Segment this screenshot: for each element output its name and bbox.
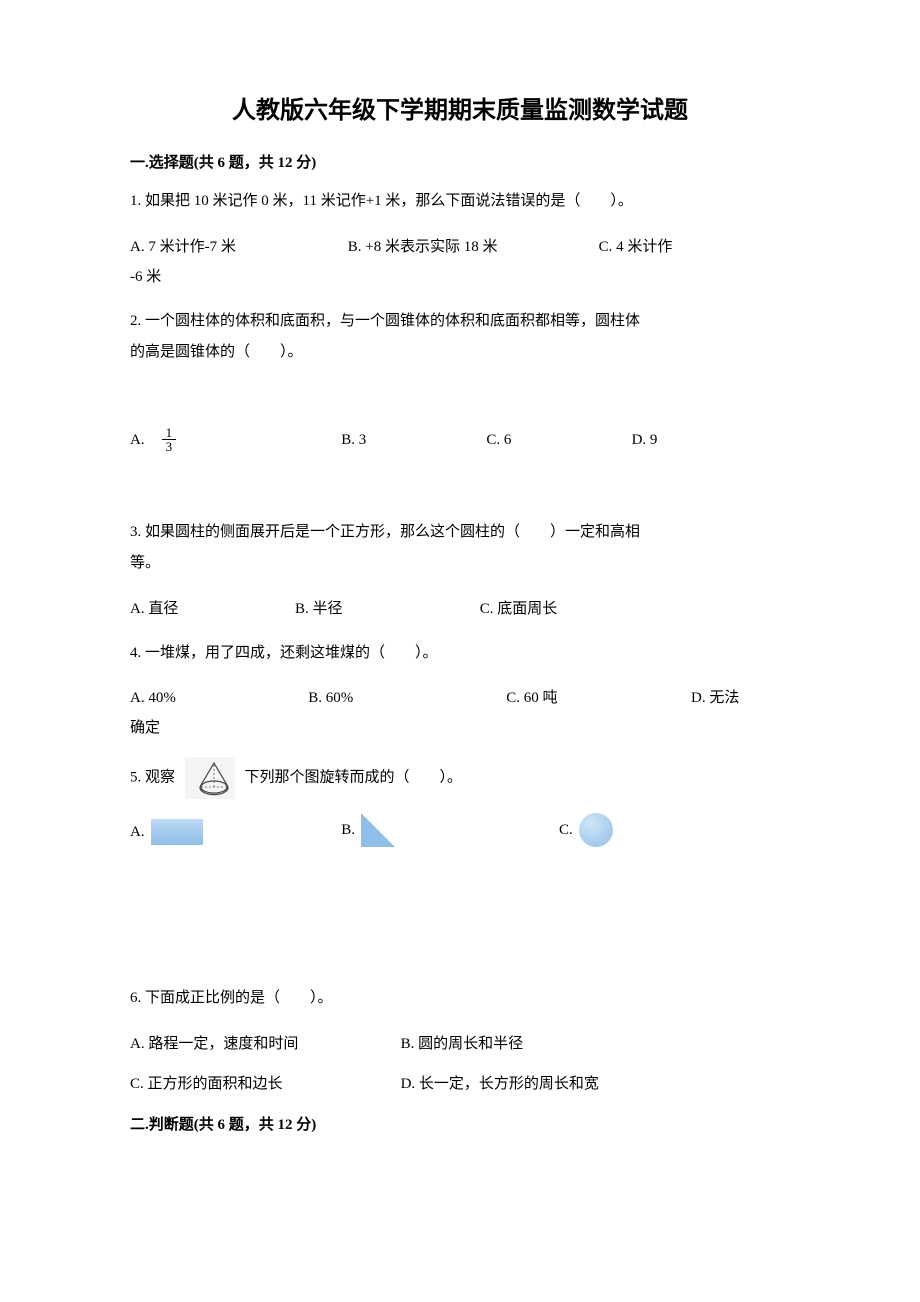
q3-option-b: B. 半径 — [295, 594, 480, 624]
section-2-heading: 二.判断题(共 6 题，共 12 分) — [130, 1113, 790, 1134]
spacer — [130, 383, 790, 419]
q3-option-c: C. 底面周长 — [480, 594, 744, 624]
question-3-line1: 3. 如果圆柱的侧面展开后是一个正方形，那么这个圆柱的（ ）一定和高相 — [130, 517, 790, 549]
question-2-options: A. 1 3 B. 3 C. 6 D. 9 — [130, 425, 790, 455]
fraction-one-third: 1 3 — [162, 426, 177, 453]
question-5-post: 下列那个图旋转而成的（ ）。 — [245, 769, 463, 785]
q4-option-b: B. 60% — [308, 683, 506, 713]
q4-option-c: C. 60 吨 — [506, 683, 691, 713]
q1-option-c-line2: -6 米 — [130, 262, 790, 292]
question-5-options: A. B. C. — [130, 813, 790, 847]
circle-shape-icon — [579, 813, 613, 847]
q1-option-c: C. 4 米计作 — [599, 232, 784, 262]
triangle-shape-icon — [361, 813, 395, 847]
question-4: 4. 一堆煤，用了四成，还剩这堆煤的（ ）。 — [130, 638, 790, 670]
question-2-line2: 的高是圆锥体的（ ）。 — [130, 337, 790, 369]
question-3: 3. 如果圆柱的侧面展开后是一个正方形，那么这个圆柱的（ ）一定和高相 等。 — [130, 517, 790, 580]
q6-option-d: D. 长一定，长方形的周长和宽 — [401, 1069, 784, 1099]
question-4-text: 4. 一堆煤，用了四成，还剩这堆煤的（ ）。 — [130, 645, 438, 661]
question-6: 6. 下面成正比例的是（ ）。 — [130, 983, 790, 1015]
question-2-line1: 2. 一个圆柱体的体积和底面积，与一个圆锥体的体积和底面积都相等，圆柱体 — [130, 306, 790, 338]
q2-option-c: C. 6 — [486, 425, 631, 455]
question-6-text: 6. 下面成正比例的是（ ）。 — [130, 990, 333, 1006]
q2-option-a: A. 1 3 — [130, 425, 341, 455]
question-4-options: A. 40% B. 60% C. 60 吨 D. 无法 确定 — [130, 683, 790, 743]
q6-option-a: A. 路程一定，速度和时间 — [130, 1029, 401, 1059]
fraction-numerator: 1 — [162, 426, 177, 440]
q2-option-b: B. 3 — [341, 425, 486, 455]
q5-c-label: C. — [559, 815, 573, 845]
q5-option-a: A. — [130, 817, 341, 847]
q5-option-b: B. — [341, 813, 559, 847]
q2-option-d: D. 9 — [632, 425, 777, 455]
question-3-line2: 等。 — [130, 548, 790, 580]
cone-shape-icon — [189, 757, 239, 799]
question-1-options: A. 7 米计作-7 米 B. +8 米表示实际 18 米 C. 4 米计作 -… — [130, 232, 790, 292]
q1-option-a: A. 7 米计作-7 米 — [130, 232, 348, 262]
q6-option-b: B. 圆的周长和半径 — [401, 1029, 784, 1059]
spacer — [130, 467, 790, 503]
question-5-pre: 5. 观察 — [130, 769, 175, 785]
question-6-options-row1: A. 路程一定，速度和时间 B. 圆的周长和半径 — [130, 1029, 790, 1059]
q4-option-d: D. 无法 — [691, 683, 783, 713]
q2-a-prefix: A. — [130, 425, 160, 455]
q5-b-label: B. — [341, 815, 355, 845]
q4-option-a: A. 40% — [130, 683, 308, 713]
question-6-options-row2: C. 正方形的面积和边长 D. 长一定，长方形的周长和宽 — [130, 1069, 790, 1099]
q3-option-a: A. 直径 — [130, 594, 295, 624]
page-title: 人教版六年级下学期期末质量监测数学试题 — [130, 90, 790, 125]
fraction-denominator: 3 — [162, 440, 177, 453]
section-1-heading: 一.选择题(共 6 题，共 12 分) — [130, 151, 790, 172]
question-1: 1. 如果把 10 米记作 0 米，11 米记作+1 米，那么下面说法错误的是（… — [130, 186, 790, 218]
question-3-options: A. 直径 B. 半径 C. 底面周长 — [130, 594, 790, 624]
question-5: 5. 观察 下列那个图旋转而成的（ ）。 — [130, 757, 790, 799]
q5-option-c: C. — [559, 813, 777, 847]
rectangle-shape-icon — [151, 819, 203, 845]
exam-page: 人教版六年级下学期期末质量监测数学试题 一.选择题(共 6 题，共 12 分) … — [0, 0, 920, 1302]
q5-source-shape-box — [185, 757, 235, 799]
q6-option-c: C. 正方形的面积和边长 — [130, 1069, 401, 1099]
q5-a-label: A. — [130, 817, 145, 847]
question-1-text: 1. 如果把 10 米记作 0 米，11 米记作+1 米，那么下面说法错误的是（… — [130, 193, 633, 209]
spacer-large — [130, 859, 790, 969]
question-2: 2. 一个圆柱体的体积和底面积，与一个圆锥体的体积和底面积都相等，圆柱体 的高是… — [130, 306, 790, 369]
q4-option-d-line2: 确定 — [130, 713, 790, 743]
q1-option-b: B. +8 米表示实际 18 米 — [348, 232, 599, 262]
